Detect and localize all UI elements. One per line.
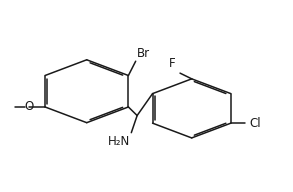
Text: Br: Br — [137, 47, 150, 60]
Text: O: O — [24, 100, 34, 113]
Text: H₂N: H₂N — [108, 135, 130, 148]
Text: Cl: Cl — [250, 117, 261, 130]
Text: F: F — [169, 57, 176, 70]
